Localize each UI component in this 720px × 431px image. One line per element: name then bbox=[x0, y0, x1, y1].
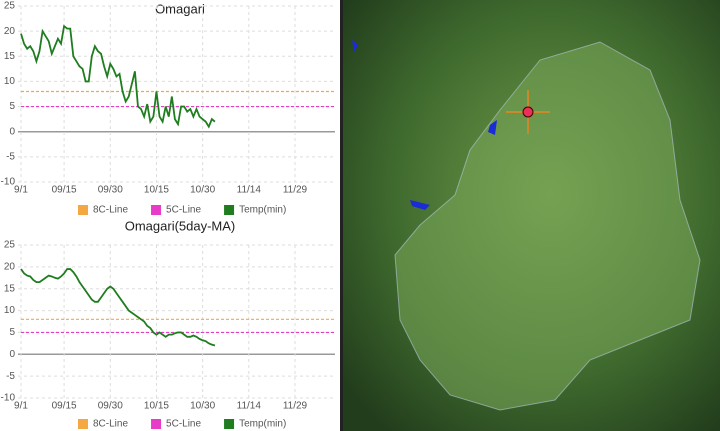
x-tick-label: 9/1 bbox=[14, 401, 28, 412]
y-tick-label: -5 bbox=[6, 151, 15, 162]
map-marker bbox=[506, 90, 550, 134]
legend-swatch bbox=[151, 205, 162, 215]
y-tick-label: 5 bbox=[9, 327, 15, 338]
x-tick-label: 9/1 bbox=[14, 185, 28, 196]
chart-title: Omagari bbox=[155, 1, 205, 16]
map-region bbox=[394, 41, 701, 411]
x-tick-label: 10/30 bbox=[190, 185, 215, 196]
legend-swatch bbox=[151, 419, 162, 429]
x-tick-label: 10/15 bbox=[144, 401, 169, 412]
legend-label: Temp(min) bbox=[239, 419, 286, 430]
series-line bbox=[20, 268, 216, 347]
map-lake bbox=[488, 120, 497, 135]
legend-label: 5C-Line bbox=[166, 419, 201, 430]
x-tick-label: 09/30 bbox=[98, 401, 123, 412]
map bbox=[343, 0, 720, 431]
y-tick-label: 25 bbox=[4, 240, 16, 251]
y-tick-label: 5 bbox=[9, 101, 15, 112]
y-tick-label: 15 bbox=[4, 283, 16, 294]
y-tick-label: 10 bbox=[4, 305, 16, 316]
x-tick-label: 11/14 bbox=[237, 401, 262, 412]
legend-label: 8C-Line bbox=[93, 419, 128, 430]
x-tick-label: 11/14 bbox=[237, 185, 262, 196]
y-tick-label: -10 bbox=[1, 177, 16, 188]
y-tick-label: 25 bbox=[4, 1, 16, 12]
legend-swatch bbox=[224, 419, 235, 429]
legend-swatch bbox=[78, 419, 88, 429]
series-line bbox=[20, 24, 216, 129]
y-tick-label: 10 bbox=[4, 76, 16, 87]
x-tick-label: 10/15 bbox=[144, 185, 169, 196]
x-tick-label: 09/15 bbox=[52, 185, 77, 196]
x-tick-label: 09/30 bbox=[98, 185, 123, 196]
legend-swatch bbox=[78, 205, 88, 215]
y-tick-label: -10 bbox=[1, 393, 16, 404]
map-lake bbox=[410, 200, 430, 210]
divider bbox=[340, 0, 343, 431]
y-tick-label: -5 bbox=[6, 371, 15, 382]
legend-label: 5C-Line bbox=[166, 205, 201, 216]
y-tick-label: 0 bbox=[9, 126, 15, 137]
legend-label: 8C-Line bbox=[93, 205, 128, 216]
chart-title: Omagari(5day-MA) bbox=[125, 218, 236, 233]
y-tick-label: 20 bbox=[4, 26, 16, 37]
x-tick-label: 11/29 bbox=[283, 185, 308, 196]
x-tick-label: 09/15 bbox=[52, 401, 77, 412]
y-tick-label: 15 bbox=[4, 51, 16, 62]
x-tick-label: 10/30 bbox=[190, 401, 215, 412]
x-tick-label: 11/29 bbox=[283, 401, 308, 412]
chart-panel bbox=[0, 0, 340, 431]
legend-swatch bbox=[224, 205, 235, 215]
y-tick-label: 20 bbox=[4, 261, 16, 272]
legend-label: Temp(min) bbox=[239, 205, 286, 216]
map-lake bbox=[352, 40, 358, 52]
y-tick-label: 0 bbox=[9, 349, 15, 360]
